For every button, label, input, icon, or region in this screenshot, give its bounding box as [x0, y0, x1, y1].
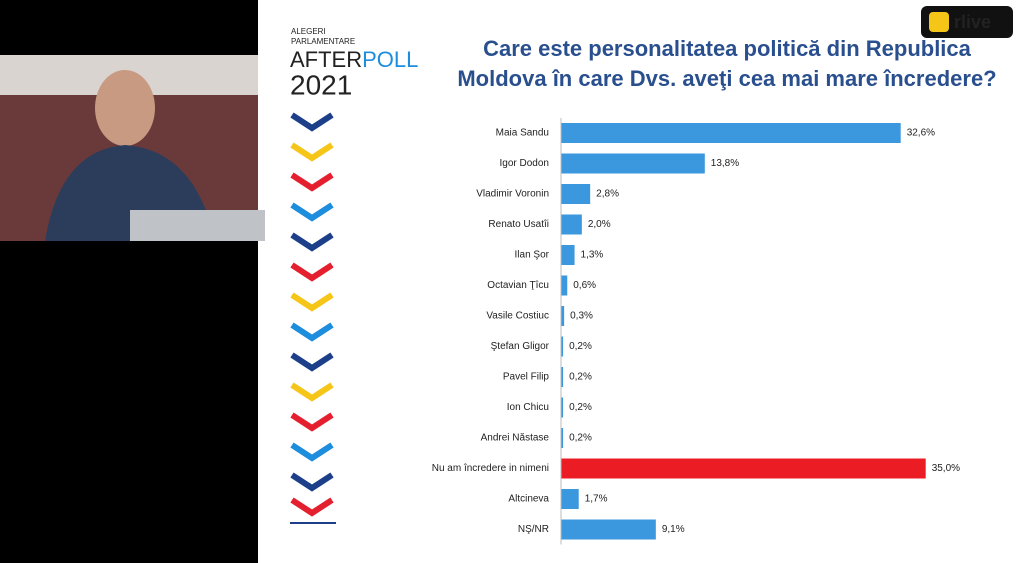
- logo-chevrons: [290, 112, 334, 517]
- value-label: 0,2%: [569, 402, 592, 413]
- category-label: Nu am încredere in nimeni: [432, 463, 549, 474]
- bar: [561, 367, 564, 387]
- value-label: 35,0%: [932, 463, 960, 474]
- value-label: 0,6%: [573, 280, 596, 291]
- bar: [561, 428, 564, 448]
- bar: [561, 275, 568, 296]
- category-label: Maia Sandu: [496, 128, 549, 139]
- bar: [561, 214, 582, 235]
- logo-text: 2021: [290, 69, 352, 100]
- laptop: [130, 210, 265, 241]
- watermark: rlive: [954, 12, 991, 32]
- value-label: 1,3%: [581, 250, 604, 261]
- bar: [561, 123, 901, 143]
- category-label: Andrei Năstase: [481, 433, 550, 444]
- bar: [561, 519, 656, 540]
- value-label: 0,3%: [570, 311, 593, 322]
- value-label: 2,0%: [588, 219, 611, 230]
- logo-text: ALEGERI: [291, 27, 326, 36]
- watermark-icon: [929, 12, 949, 32]
- logo-text: AFTERPOLL: [290, 47, 418, 72]
- category-label: Renato Usatîi: [488, 219, 549, 230]
- category-label: Igor Dodon: [500, 158, 549, 169]
- category-label: Ion Chicu: [507, 402, 549, 413]
- logo-text: PARLAMENTARE: [291, 37, 355, 46]
- category-label: Ilan Şor: [515, 250, 550, 261]
- bar: [561, 184, 591, 204]
- bar: [561, 306, 565, 326]
- value-label: 0,2%: [569, 372, 592, 383]
- value-label: 13,8%: [711, 158, 739, 169]
- category-label: NŞ/NR: [518, 524, 549, 535]
- value-label: 2,8%: [596, 189, 619, 200]
- value-label: 0,2%: [569, 433, 592, 444]
- bar: [561, 489, 579, 509]
- value-label: 0,2%: [569, 341, 592, 352]
- category-label: Vasile Costiuc: [486, 311, 549, 322]
- value-label: 1,7%: [585, 494, 608, 505]
- category-label: Altcineva: [508, 494, 549, 505]
- logo-text: POLL: [362, 47, 418, 72]
- category-label: Ştefan Gligor: [491, 341, 550, 352]
- value-label: 9,1%: [662, 524, 685, 535]
- value-label: 32,6%: [907, 128, 935, 139]
- bar: [561, 397, 564, 418]
- bar: [561, 153, 705, 174]
- chart-title: Care este personalitatea politică din Re…: [457, 36, 997, 91]
- logo-text: AFTER: [290, 47, 362, 72]
- category-label: Vladimir Voronin: [476, 189, 549, 200]
- bar: [561, 245, 575, 265]
- bar: [561, 458, 926, 479]
- category-label: Pavel Filip: [503, 372, 550, 383]
- bar: [561, 336, 564, 357]
- speaker-head: [95, 70, 155, 146]
- category-label: Octavian Ţîcu: [487, 280, 549, 291]
